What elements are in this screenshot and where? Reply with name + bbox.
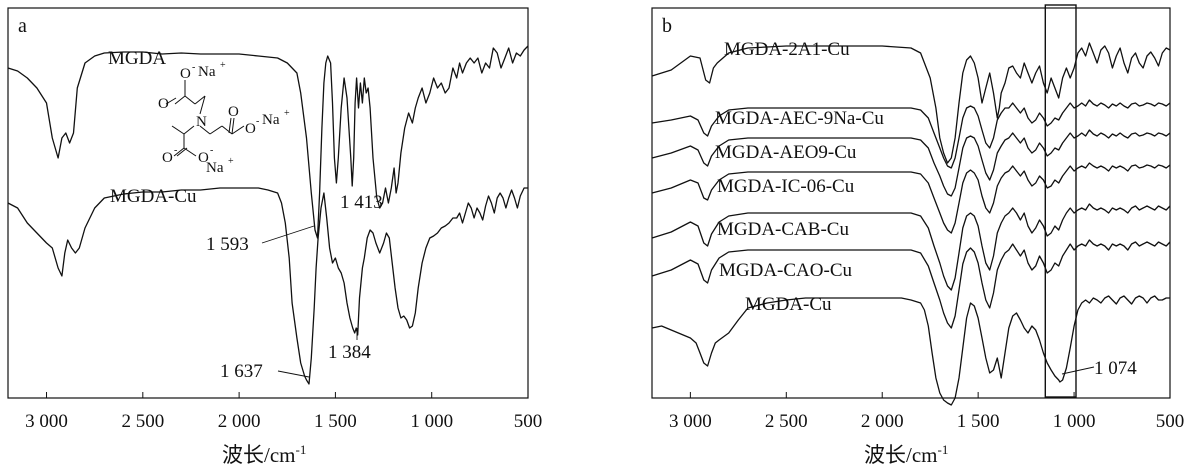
chem-o1-charge: - xyxy=(192,62,195,73)
xtick-label-b-2500: 2 500 xyxy=(765,411,808,432)
xtick-label-b-500: 500 xyxy=(1156,411,1185,432)
panel-b-letter: b xyxy=(662,15,672,37)
annotation-1384: 1 384 xyxy=(328,342,371,363)
series-line-b-mgda-cao-cu xyxy=(651,239,1171,329)
chem-na2-charge: + xyxy=(284,108,290,119)
panel-b-series-group xyxy=(651,42,1171,406)
curve-label-mgda-aec-9na-cu: MGDA-AEC-9Na-Cu xyxy=(715,108,884,129)
curve-label-mgda: MGDA xyxy=(108,48,166,69)
panel-b-xticks: 3 000 2 500 2 000 1 500 1 000 500 xyxy=(669,392,1184,432)
chem-o-c: O xyxy=(198,150,209,166)
chem-o-a: O xyxy=(158,96,169,112)
panel-a-xticks: 3 000 2 500 2 000 1 500 1 000 500 xyxy=(25,392,542,432)
chem-o-b: O xyxy=(228,104,239,120)
xtick-label-a-500: 500 xyxy=(514,411,543,432)
xtick-label-a-2500: 2 500 xyxy=(121,411,164,432)
xtick-label-a-3000: 3 000 xyxy=(25,411,68,432)
xtick-label-b-2000: 2 000 xyxy=(861,411,904,432)
series-line-a-mgda-cu xyxy=(7,187,528,385)
curve-label-mgda-cab-cu: MGDA-CAB-Cu xyxy=(717,219,849,240)
highlight-window xyxy=(1044,4,1077,398)
series-line-b-mgda-cu xyxy=(651,295,1170,406)
curve-label-mgda-cao-cu: MGDA-CAO-Cu xyxy=(719,260,853,281)
chem-na2: Na xyxy=(262,112,280,128)
xtick-label-b-1000: 1 000 xyxy=(1053,411,1096,432)
chem-na1-charge: + xyxy=(220,60,226,71)
annotation-1413: 1 413 xyxy=(340,192,383,213)
curve-label-mgda-cu-b: MGDA-Cu xyxy=(745,294,832,315)
annotation-1593-leader xyxy=(261,225,315,244)
chem-o1: O xyxy=(180,66,191,82)
curve-label-mgda-ic-06-cu: MGDA-IC-06-Cu xyxy=(717,176,855,197)
curve-label-mgda-2a1-cu: MGDA-2A1-Cu xyxy=(724,39,850,60)
annotation-1593: 1 593 xyxy=(206,234,249,255)
panel-a-series-group xyxy=(7,45,529,385)
panel-a-letter: a xyxy=(18,15,27,37)
panel-a-frame xyxy=(7,7,529,399)
annotation-1074: 1 074 xyxy=(1094,358,1137,379)
annotation-1637: 1 637 xyxy=(220,361,263,382)
chem-na3: Na xyxy=(206,160,224,176)
chem-o2-charge: - xyxy=(256,116,259,127)
series-line-b-mgda-aeo9-cu xyxy=(651,129,1171,197)
curve-label-mgda-aeo9-cu: MGDA-AEO9-Cu xyxy=(715,142,857,163)
xtick-label-b-1500: 1 500 xyxy=(957,411,1000,432)
series-line-b-mgda-cab-cu xyxy=(651,203,1171,291)
mgda-structure xyxy=(165,80,245,157)
panel-a-xlabel: 波长/cm-1 xyxy=(222,442,306,467)
annotation-1637-leader xyxy=(277,370,310,378)
chem-n: N xyxy=(196,114,207,130)
panel-b-xlabel: 波长/cm-1 xyxy=(864,442,948,467)
series-line-b-mgda-2a1-cu xyxy=(651,42,1171,164)
xtick-label-a-1000: 1 000 xyxy=(410,411,453,432)
annotation-1074-leader xyxy=(1061,366,1095,375)
xtick-label-a-1500: 1 500 xyxy=(314,411,357,432)
series-line-b-mgda-aec-9na-cu xyxy=(651,99,1171,169)
curve-label-mgda-cu: MGDA-Cu xyxy=(110,186,197,207)
chem-o3: O xyxy=(162,150,173,166)
chem-o-c-charge: - xyxy=(210,145,213,156)
chem-o3-charge: - xyxy=(174,145,177,156)
panel-b-frame xyxy=(651,7,1171,399)
chem-na1: Na xyxy=(198,64,216,80)
series-line-b-mgda-ic-06-cu xyxy=(651,162,1171,234)
chem-na3-charge: + xyxy=(228,156,234,167)
chem-o2: O xyxy=(245,121,256,137)
series-line-a-mgda xyxy=(7,45,529,239)
xtick-label-a-2000: 2 000 xyxy=(218,411,261,432)
xtick-label-b-3000: 3 000 xyxy=(669,411,712,432)
